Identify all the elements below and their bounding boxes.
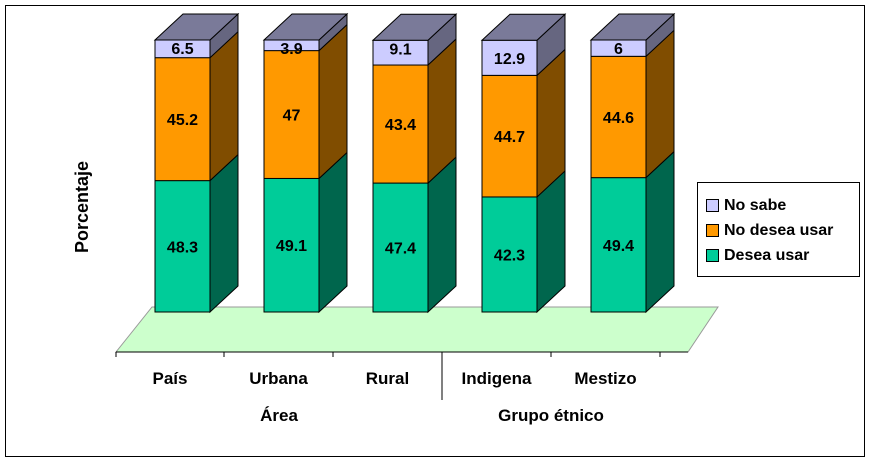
- bar-indigena-desea-usar: [481, 196, 538, 313]
- bar-indigena-top: [480, 13, 567, 41]
- data-label-pais-no-sabe: 6.5: [171, 41, 193, 58]
- bar-mestizo-no-desea-usar: [590, 55, 647, 179]
- data-label-pais-no-desea-usar: 45.2: [167, 112, 198, 129]
- data-label-rural-no-desea-usar: 43.4: [385, 117, 416, 134]
- bar-mestizo-desea-usar-side: [645, 150, 675, 314]
- bar-rural-top: [371, 13, 458, 41]
- legend-swatch-desea-usar: [706, 249, 719, 262]
- chart-floor: [114, 306, 719, 353]
- bar-urbana-no-desea-usar-side: [318, 23, 348, 180]
- data-label-rural-no-sabe: 9.1: [389, 41, 411, 58]
- group-label-grupo-etnico: Grupo étnico: [498, 406, 604, 425]
- group-label-area: Área: [260, 406, 298, 425]
- bar-rural-no-desea-usar: [372, 64, 429, 184]
- chart-legend: No sabe No desea usar Desea usar: [697, 182, 860, 277]
- legend-label-desea-usar: Desea usar: [724, 246, 810, 264]
- bar-rural-no-sabe: [372, 39, 429, 66]
- bar-pais-desea-usar-side: [209, 153, 239, 314]
- y-axis-label: Porcentaje: [72, 161, 92, 253]
- x-tick-label-urbana: Urbana: [249, 369, 308, 388]
- bar-urbana-no-desea-usar: [263, 50, 320, 179]
- legend-swatch-no-sabe: [706, 199, 719, 212]
- legend-swatch-no-desea-usar: [706, 224, 719, 237]
- data-label-urbana-no-sabe: 3.9: [280, 41, 302, 58]
- bar-rural-desea-usar-side: [427, 155, 457, 314]
- x-tick-label-mestizo: Mestizo: [574, 369, 636, 388]
- data-label-mestizo-desea-usar: 49.4: [603, 238, 634, 255]
- x-tick-label-rural: Rural: [366, 369, 409, 388]
- legend-item-desea-usar: Desea usar: [706, 243, 859, 268]
- data-label-rural-desea-usar: 47.4: [385, 241, 416, 258]
- legend-label-no-sabe: No sabe: [724, 196, 787, 214]
- bar-rural-desea-usar: [372, 182, 429, 313]
- bar-urbana-desea-usar: [263, 177, 320, 313]
- x-tick-label-indigena: Indigena: [462, 369, 532, 388]
- bar-mestizo-desea-usar: [590, 177, 647, 313]
- data-label-pais-desea-usar: 48.3: [167, 239, 198, 256]
- x-tick-label-pais: País: [153, 369, 188, 388]
- data-label-indigena-no-sabe: 12.9: [494, 51, 525, 68]
- bar-urbana-top: [262, 13, 349, 41]
- bar-indigena-no-desea-usar: [481, 74, 538, 198]
- bar-pais-desea-usar: [154, 180, 211, 313]
- legend-item-no-sabe: No sabe: [706, 193, 859, 218]
- bar-urbana-desea-usar-side: [318, 151, 348, 314]
- data-label-urbana-desea-usar: 49.1: [276, 238, 307, 255]
- data-label-mestizo-no-sabe: 6: [614, 41, 623, 58]
- data-label-indigena-desea-usar: 42.3: [494, 247, 525, 264]
- data-label-indigena-no-desea-usar: 44.7: [494, 129, 525, 146]
- bar-pais-top: [153, 13, 240, 41]
- bar-indigena-no-sabe: [481, 39, 538, 76]
- data-label-urbana-no-desea-usar: 47: [283, 108, 301, 125]
- legend-item-no-desea-usar: No desea usar: [706, 218, 859, 243]
- bar-pais-no-desea-usar: [154, 57, 211, 182]
- bar-mestizo-top: [589, 13, 676, 41]
- legend-label-no-desea-usar: No desea usar: [724, 221, 834, 239]
- data-label-mestizo-no-desea-usar: 44.6: [603, 110, 634, 127]
